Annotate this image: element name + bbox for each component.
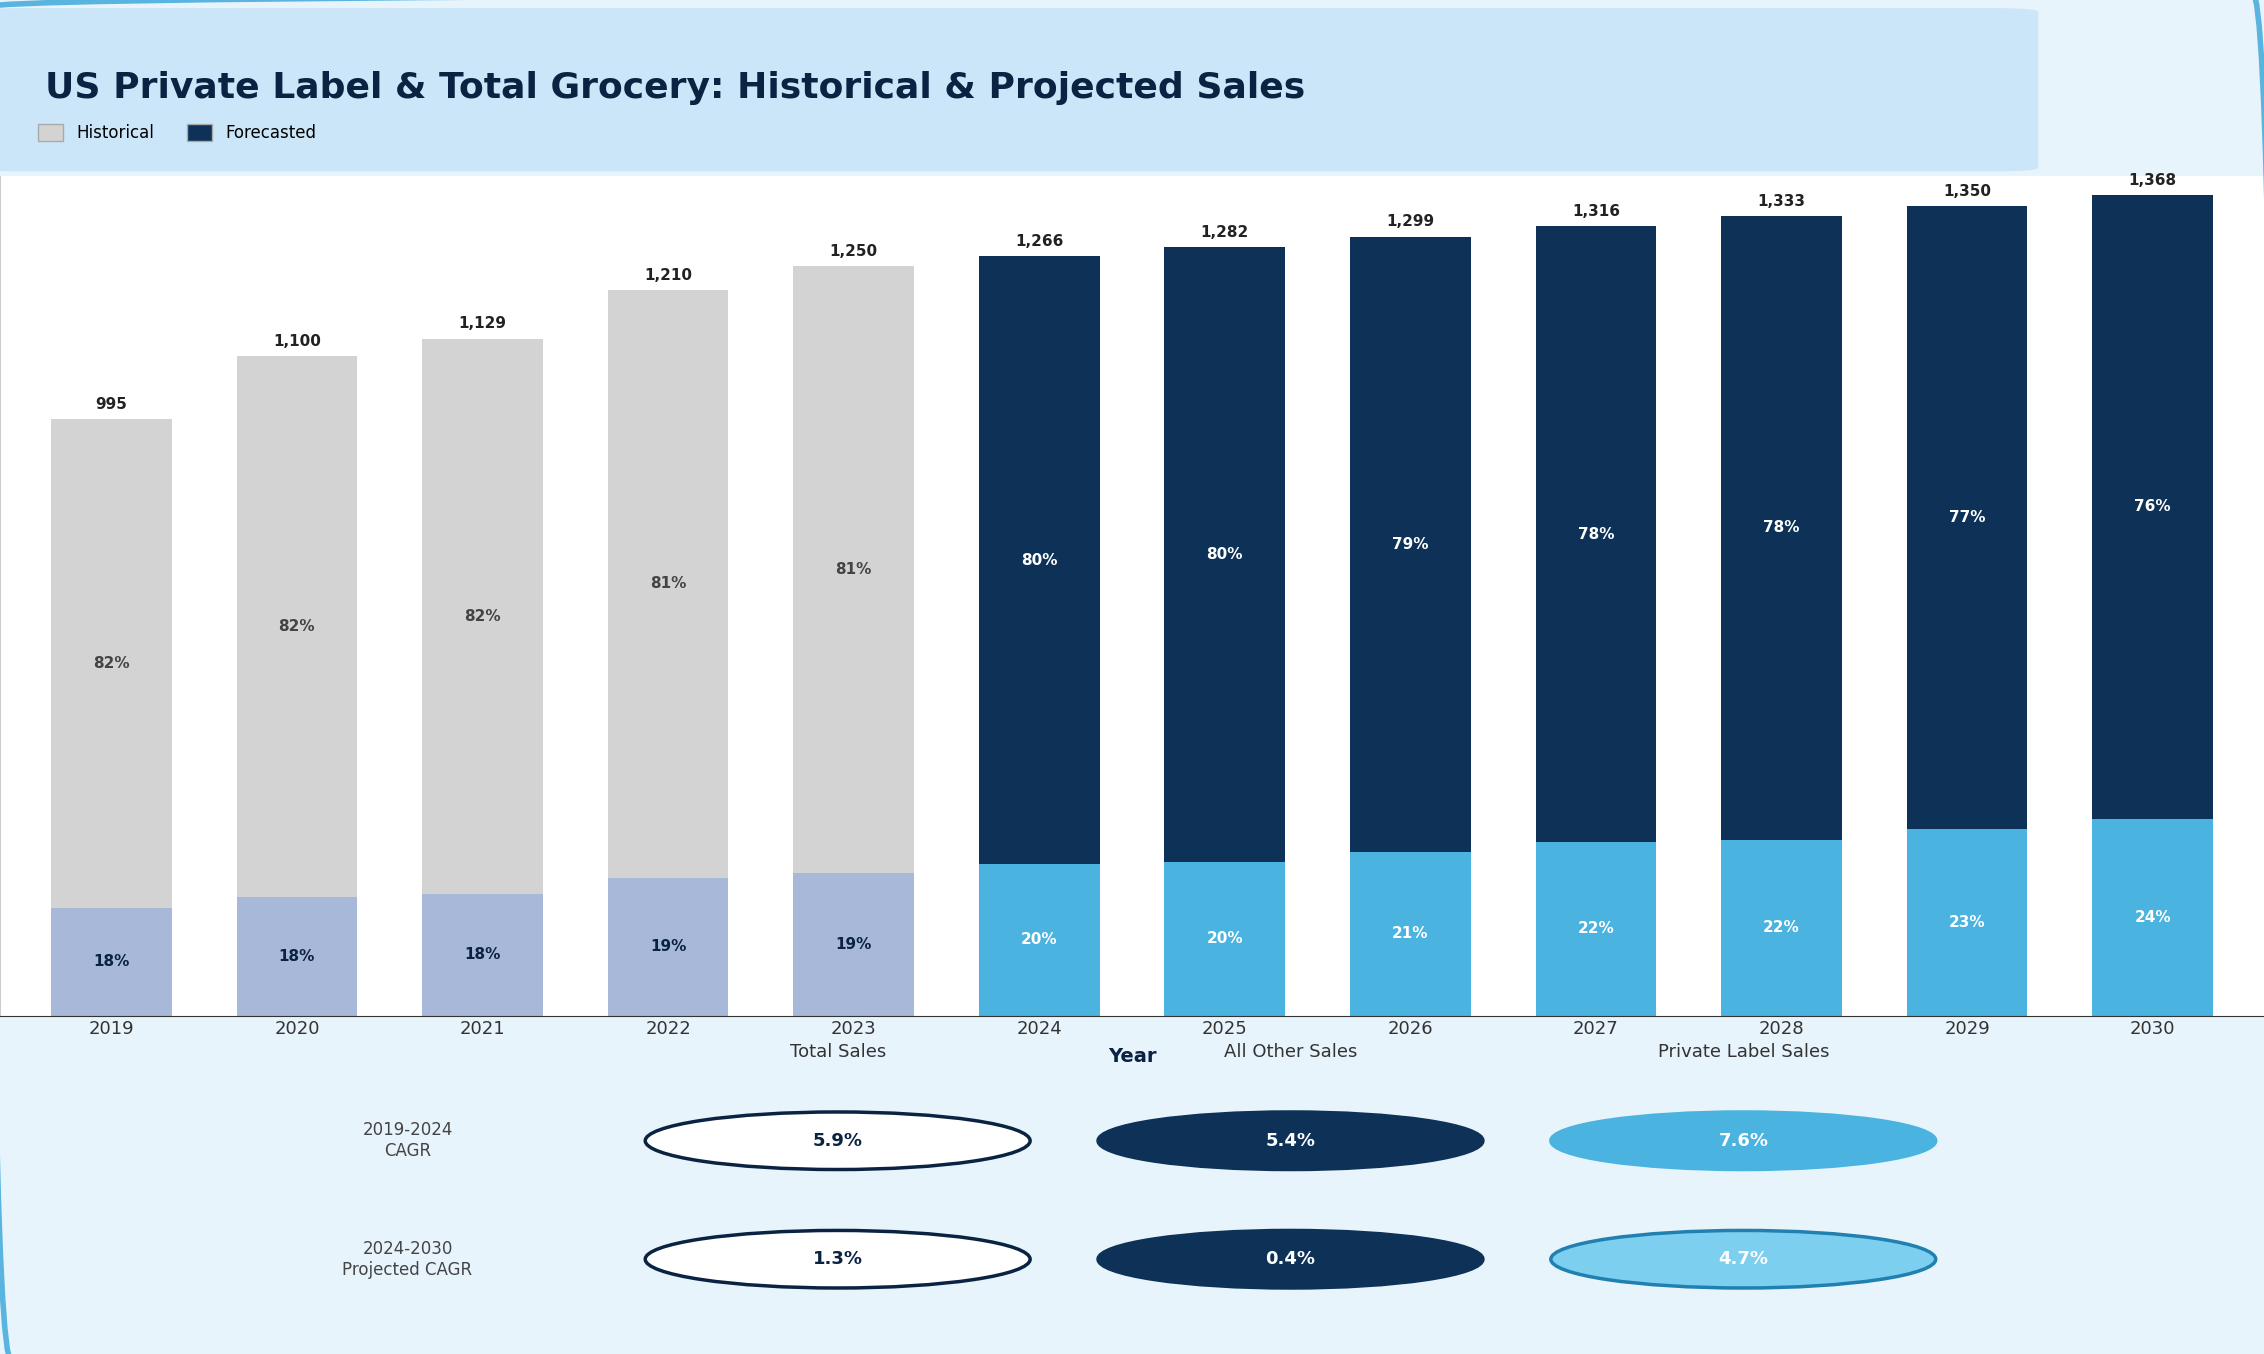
Text: 22%: 22% xyxy=(1764,921,1800,936)
Bar xyxy=(1721,217,1843,839)
Bar xyxy=(792,265,915,873)
Bar xyxy=(1164,246,1286,861)
Text: 21%: 21% xyxy=(1392,926,1429,941)
Text: 22%: 22% xyxy=(1578,921,1614,936)
Text: 1,210: 1,210 xyxy=(643,268,693,283)
Bar xyxy=(2092,819,2212,1016)
Text: 7.6%: 7.6% xyxy=(1718,1132,1768,1150)
Bar xyxy=(1535,226,1657,842)
Circle shape xyxy=(1551,1231,1936,1288)
Text: 20%: 20% xyxy=(1021,932,1057,946)
Legend: Historical, Forecasted: Historical, Forecasted xyxy=(32,118,324,149)
Text: 80%: 80% xyxy=(1207,547,1243,562)
Text: 5.4%: 5.4% xyxy=(1266,1132,1315,1150)
Bar xyxy=(52,418,172,909)
Text: 4.7%: 4.7% xyxy=(1718,1250,1768,1269)
Text: 5.9%: 5.9% xyxy=(813,1132,863,1150)
Text: Total Sales: Total Sales xyxy=(790,1043,885,1060)
Text: 79%: 79% xyxy=(1392,536,1429,551)
Text: 1,266: 1,266 xyxy=(1014,234,1064,249)
Circle shape xyxy=(1098,1112,1483,1170)
Bar xyxy=(421,338,543,894)
Bar xyxy=(792,873,915,1016)
Text: 23%: 23% xyxy=(1949,915,1986,930)
Text: 18%: 18% xyxy=(278,949,315,964)
FancyBboxPatch shape xyxy=(0,8,2038,171)
Text: 78%: 78% xyxy=(1764,520,1800,535)
Circle shape xyxy=(1551,1112,1936,1170)
Text: 19%: 19% xyxy=(835,937,872,952)
Bar xyxy=(1906,829,2026,1016)
Text: 80%: 80% xyxy=(1021,552,1057,567)
Text: 1,129: 1,129 xyxy=(460,317,507,332)
Bar xyxy=(2092,195,2212,819)
Bar xyxy=(238,896,358,1016)
Circle shape xyxy=(1098,1231,1483,1288)
Bar xyxy=(607,290,729,877)
Text: 1,250: 1,250 xyxy=(829,244,878,259)
Text: 1,316: 1,316 xyxy=(1571,204,1621,219)
Text: Private Label Sales: Private Label Sales xyxy=(1657,1043,1829,1060)
Bar xyxy=(52,909,172,1016)
Bar xyxy=(1906,206,2026,829)
Text: 2024-2030
Projected CAGR: 2024-2030 Projected CAGR xyxy=(342,1240,473,1278)
Text: 1,333: 1,333 xyxy=(1757,194,1804,209)
Bar xyxy=(978,864,1100,1016)
Bar xyxy=(978,256,1100,864)
Text: 24%: 24% xyxy=(2135,910,2171,925)
Text: 18%: 18% xyxy=(93,955,129,969)
Text: 1,299: 1,299 xyxy=(1386,214,1435,229)
Bar xyxy=(607,877,729,1016)
Text: 82%: 82% xyxy=(93,655,129,672)
Text: 76%: 76% xyxy=(2135,500,2171,515)
Text: 19%: 19% xyxy=(650,940,686,955)
Text: US Private Label & Total Grocery: Historical & Projected Sales: US Private Label & Total Grocery: Histor… xyxy=(45,70,1306,106)
X-axis label: Year: Year xyxy=(1107,1047,1157,1066)
Circle shape xyxy=(645,1112,1030,1170)
Bar xyxy=(1164,861,1286,1016)
Text: 78%: 78% xyxy=(1578,527,1614,542)
Text: 20%: 20% xyxy=(1207,932,1243,946)
Text: 1,350: 1,350 xyxy=(1943,184,1990,199)
Text: 2019-2024
CAGR: 2019-2024 CAGR xyxy=(362,1121,453,1160)
Text: 18%: 18% xyxy=(464,946,500,963)
Text: 1,282: 1,282 xyxy=(1200,225,1250,240)
Bar xyxy=(1349,852,1472,1016)
Text: 995: 995 xyxy=(95,397,127,412)
Bar xyxy=(421,894,543,1016)
Text: 0.4%: 0.4% xyxy=(1266,1250,1315,1269)
Bar xyxy=(238,356,358,896)
Bar xyxy=(1535,842,1657,1016)
Text: 1.3%: 1.3% xyxy=(813,1250,863,1269)
Text: 81%: 81% xyxy=(835,562,872,577)
Text: 82%: 82% xyxy=(278,619,315,634)
Circle shape xyxy=(645,1231,1030,1288)
Text: 77%: 77% xyxy=(1949,510,1986,525)
Text: 1,368: 1,368 xyxy=(2128,173,2176,188)
Text: All Other Sales: All Other Sales xyxy=(1225,1043,1356,1060)
Text: 1,100: 1,100 xyxy=(274,333,321,349)
Bar xyxy=(1349,237,1472,852)
Bar xyxy=(1721,839,1843,1016)
Text: 82%: 82% xyxy=(464,608,500,624)
Text: 81%: 81% xyxy=(650,577,686,592)
